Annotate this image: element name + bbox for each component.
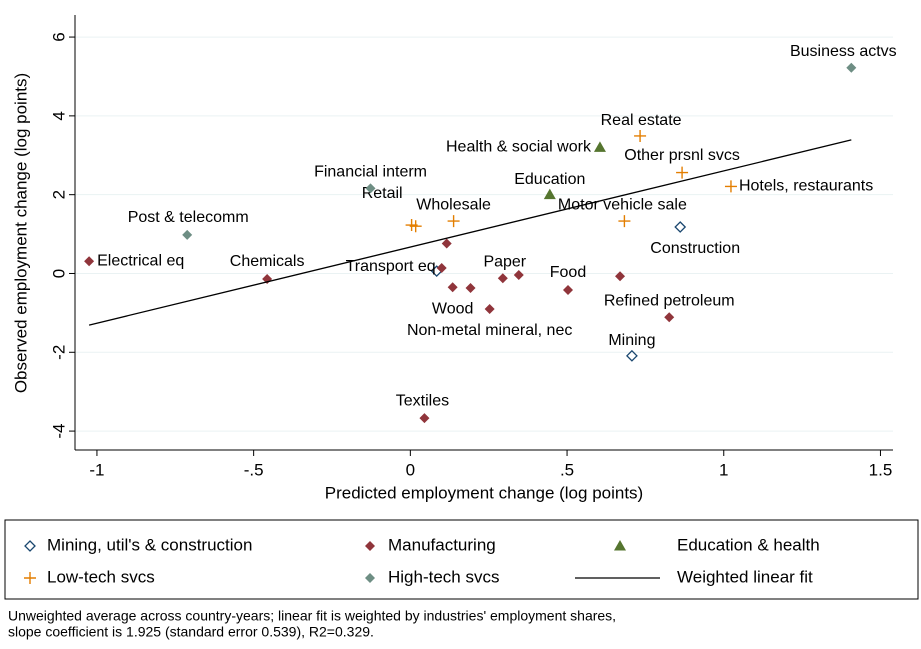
point [674, 221, 687, 233]
y-tick-label: 4 [49, 111, 68, 120]
point-label: Paper [483, 253, 526, 270]
point [447, 282, 458, 293]
note: Unweighted average across country-years;… [8, 608, 616, 624]
point-label: Motor vehicle sale [558, 196, 687, 213]
point-label: Business actvs [790, 43, 897, 60]
point [626, 349, 638, 362]
point-label: Transport eq [346, 258, 436, 275]
legend-label: Mining, util's & construction [47, 535, 252, 554]
y-axis-title: Observed employment change (log points) [11, 73, 30, 393]
point [724, 180, 737, 193]
point [543, 188, 556, 200]
legend-marker [24, 572, 36, 584]
point [846, 62, 857, 73]
y-tick-label: 2 [49, 190, 68, 199]
point-label: Financial interm [314, 164, 427, 181]
x-tick-label: 1.5 [869, 460, 893, 479]
point [365, 183, 376, 194]
note: slope coefficient is 1.925 (standard err… [8, 624, 374, 640]
point-label: Post & telecomm [128, 209, 249, 226]
point [676, 166, 689, 179]
point-label: Non-metal mineral, nec [407, 322, 572, 339]
point-label: Wholesale [416, 196, 491, 213]
legend-marker [614, 540, 626, 551]
point [513, 270, 524, 281]
x-tick-label: -.5 [244, 460, 264, 479]
point [182, 229, 193, 240]
point-label: Electrical eq [97, 252, 184, 269]
y-tick-label: 0 [49, 269, 68, 278]
point [436, 262, 447, 273]
point-label: Construction [650, 240, 740, 257]
legend-marker [365, 541, 375, 551]
point-label: Real estate [601, 112, 682, 129]
legend-marker [365, 573, 375, 583]
y-tick-label: 6 [49, 32, 68, 41]
point [441, 238, 452, 249]
fit-line [88, 139, 852, 326]
point-label: Wood [432, 300, 474, 317]
point [419, 413, 430, 424]
legend-label: High-tech svcs [388, 567, 499, 586]
point-label: Food [550, 264, 586, 281]
point [593, 141, 606, 152]
point [447, 215, 460, 228]
point [497, 273, 508, 284]
point [615, 271, 626, 282]
point-label: Education [514, 171, 585, 188]
x-tick-label: 1 [719, 460, 728, 479]
point-label: Chemicals [230, 253, 305, 270]
legend-label: Weighted linear fit [677, 567, 813, 586]
x-axis-title: Predicted employment change (log points) [325, 483, 643, 502]
point [664, 312, 675, 323]
x-tick-label: 0 [406, 460, 415, 479]
point [465, 283, 476, 294]
point [484, 303, 495, 314]
point-label: Refined petroleum [604, 292, 735, 309]
point [84, 256, 95, 267]
point-label: Health & social work [446, 139, 592, 156]
point-label: Other prsnl svcs [624, 147, 740, 164]
legend-box [4, 519, 919, 600]
point [634, 129, 647, 142]
x-tick-label: -1 [89, 460, 104, 479]
legend-marker [24, 540, 36, 552]
point-label: Textiles [396, 392, 449, 409]
point [618, 215, 631, 228]
y-tick-label: -2 [49, 345, 68, 360]
x-tick-label: .5 [560, 460, 574, 479]
legend-label: Low-tech svcs [47, 567, 155, 586]
legend-label: Manufacturing [388, 535, 496, 554]
point-label: Hotels, restaurants [739, 178, 873, 195]
y-tick-label: -4 [49, 424, 68, 439]
legend-label: Education & health [677, 535, 820, 554]
point [409, 220, 422, 233]
point [562, 285, 573, 296]
point-label: Mining [608, 332, 655, 349]
